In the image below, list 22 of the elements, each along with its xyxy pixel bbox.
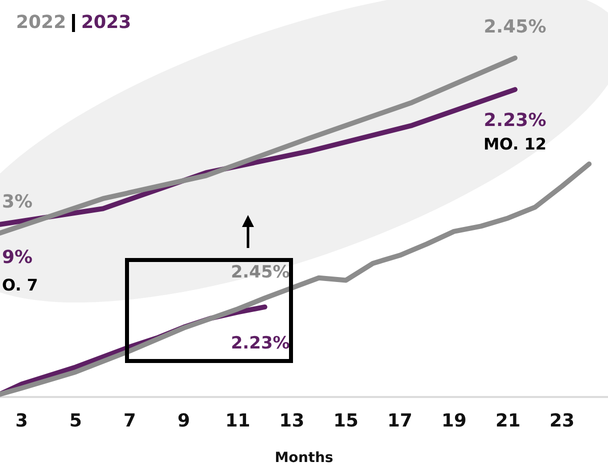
x-tick-label: 3 <box>15 410 28 432</box>
annotation: O. 7 <box>2 276 38 295</box>
data-label: 2.23% <box>484 110 546 132</box>
x-tick-label: 23 <box>550 410 575 432</box>
text: 2023 <box>81 12 132 33</box>
x-tick-label: 9 <box>177 410 190 432</box>
x-axis-title: Months <box>274 450 334 466</box>
x-tick-label: 15 <box>333 410 358 432</box>
x-tick-label: 17 <box>387 410 412 432</box>
data-label: 2.45% <box>230 262 290 282</box>
x-tick-label: 19 <box>441 410 467 432</box>
annotation: 9% <box>2 247 33 268</box>
x-tick-label: 11 <box>225 410 250 432</box>
x-tick-label: 13 <box>279 410 304 432</box>
data-label: 2.45% <box>484 16 546 38</box>
x-tick-label: 7 <box>123 410 136 432</box>
annotation: 3% <box>2 192 33 213</box>
data-label: 2.23% <box>230 333 290 354</box>
x-tick-label: 21 <box>495 410 521 432</box>
text: 2022 <box>16 12 66 33</box>
x-tick-label: 5 <box>69 410 82 432</box>
annotation: MO. 12 <box>483 134 547 154</box>
